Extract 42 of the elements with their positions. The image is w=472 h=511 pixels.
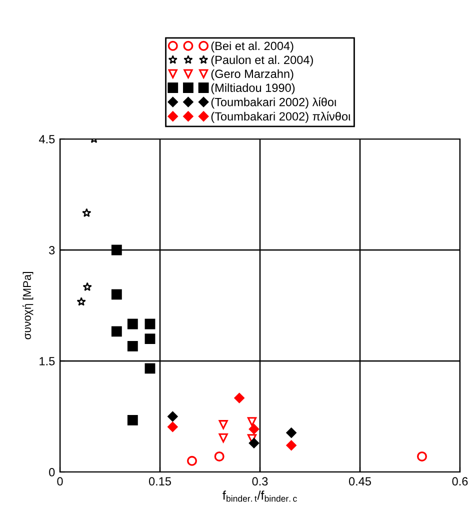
point: [127, 318, 138, 330]
y-axis-title: συνοχή [MPa]: [22, 272, 34, 340]
point: [82, 282, 92, 291]
y-tick-label: 3: [49, 246, 55, 254]
legend-label: (Gero Marzahn): [211, 69, 294, 80]
x-tick-label: 0.45: [348, 477, 371, 486]
point: [234, 392, 244, 404]
point: [144, 318, 156, 330]
point: [76, 297, 86, 306]
legend-label: (Toumbakari 2002) πλίνθοι: [211, 112, 350, 123]
point: [417, 451, 427, 462]
x-tick-label: 0.6: [452, 477, 468, 486]
point: [218, 420, 228, 430]
legend-label: (Bei et al. 2004): [211, 41, 294, 52]
point: [144, 363, 156, 374]
legend-label: (Miltiadou 1990): [211, 83, 295, 94]
point: [248, 438, 260, 448]
x-tick-label: 0.3: [252, 477, 268, 486]
y-tick-label: 4.5: [39, 135, 55, 144]
point: [127, 414, 138, 426]
point: [168, 422, 178, 432]
point: [218, 433, 228, 443]
legend-label: (Toumbakari 2002) λίθοι: [211, 97, 336, 109]
point: [111, 244, 122, 256]
point: [214, 451, 224, 462]
point: [168, 411, 178, 422]
point: [247, 417, 257, 426]
legend-label: (Paulon et al. 2004): [211, 55, 313, 66]
point: [144, 334, 156, 344]
point: [127, 340, 138, 352]
x-tick-label: 0.15: [148, 477, 171, 486]
point: [111, 289, 122, 300]
point: [286, 428, 296, 438]
point: [111, 326, 122, 337]
x-axis-title: f$_{binder.t}$/f$_{binder.c}$: [222, 490, 297, 502]
point: [187, 456, 197, 466]
y-tick-label: 0: [49, 468, 55, 476]
point: [82, 208, 92, 217]
y-tick-label: 1.5: [40, 357, 55, 366]
point: [248, 424, 260, 434]
point: [286, 440, 296, 450]
x-tick-label: 0: [57, 477, 63, 486]
